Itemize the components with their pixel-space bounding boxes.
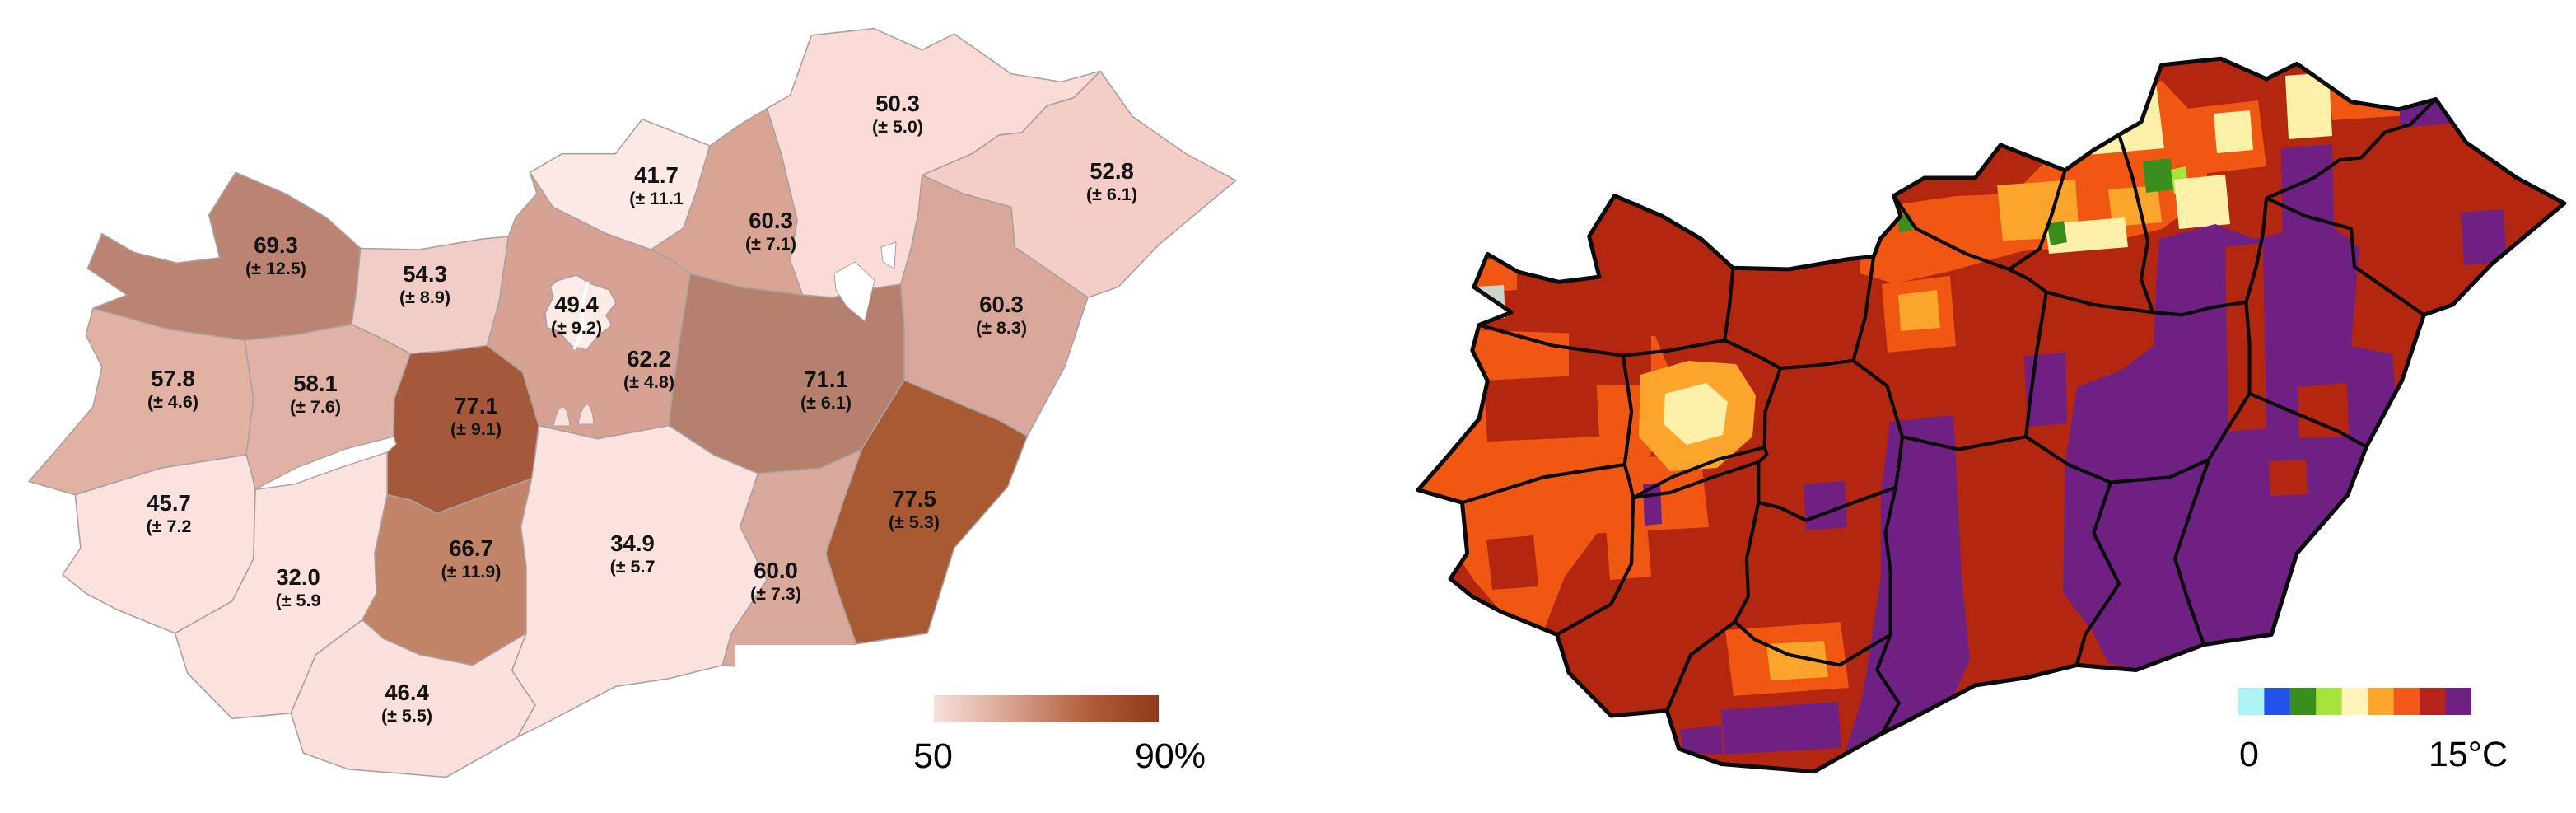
svg-text:(± 5.3): (± 5.3) — [889, 512, 940, 532]
svg-text:(± 9.2): (± 9.2) — [551, 318, 602, 338]
svg-text:(± 12.5): (± 12.5) — [245, 259, 306, 278]
svg-text:(± 9.1): (± 9.1) — [450, 419, 502, 439]
svg-text:69.3: 69.3 — [254, 232, 298, 258]
svg-text:54.3: 54.3 — [403, 261, 447, 287]
svg-text:50.3: 50.3 — [875, 91, 920, 116]
svg-text:57.8: 57.8 — [151, 366, 195, 391]
svg-text:77.5: 77.5 — [892, 486, 936, 512]
svg-text:90%: 90% — [1135, 736, 1206, 776]
svg-text:(± 7.3): (± 7.3) — [750, 584, 801, 604]
svg-text:49.4: 49.4 — [554, 292, 599, 317]
svg-text:(± 6.1): (± 6.1) — [1086, 185, 1137, 204]
svg-text:(± 5.0): (± 5.0) — [872, 117, 923, 137]
svg-text:41.7: 41.7 — [634, 162, 679, 188]
svg-text:(± 5.9: (± 5.9 — [276, 591, 321, 610]
svg-text:(± 8.9): (± 8.9) — [399, 287, 450, 307]
svg-text:45.7: 45.7 — [147, 490, 191, 516]
svg-text:(± 7.1): (± 7.1) — [745, 234, 796, 254]
svg-text:(± 6.1): (± 6.1) — [800, 393, 852, 413]
svg-text:66.7: 66.7 — [449, 535, 493, 561]
svg-text:(± 7.2: (± 7.2 — [147, 516, 192, 536]
svg-text:46.4: 46.4 — [385, 680, 429, 705]
svg-text:(± 5.5): (± 5.5) — [381, 706, 432, 726]
svg-text:15°C: 15°C — [2429, 735, 2508, 774]
svg-text:34.9: 34.9 — [610, 530, 655, 556]
svg-text:32.0: 32.0 — [276, 564, 320, 590]
svg-text:(± 11.9): (± 11.9) — [441, 562, 502, 582]
svg-text:(± 11.1: (± 11.1 — [629, 189, 684, 208]
svg-text:60.3: 60.3 — [979, 292, 1024, 317]
svg-text:60.0: 60.0 — [754, 558, 798, 583]
svg-text:(± 7.6): (± 7.6) — [290, 397, 341, 417]
svg-text:50: 50 — [913, 736, 953, 776]
svg-text:77.1: 77.1 — [454, 393, 498, 418]
svg-text:(± 5.7: (± 5.7 — [610, 557, 656, 577]
svg-text:71.1: 71.1 — [804, 367, 848, 392]
svg-text:(± 4.6): (± 4.6) — [147, 392, 198, 412]
svg-text:58.1: 58.1 — [293, 371, 338, 396]
svg-text:62.2: 62.2 — [627, 346, 671, 371]
svg-text:60.3: 60.3 — [749, 208, 793, 233]
svg-text:(± 8.3): (± 8.3) — [976, 318, 1027, 338]
svg-text:(± 4.8): (± 4.8) — [623, 372, 674, 392]
svg-text:52.8: 52.8 — [1090, 158, 1134, 184]
svg-text:0: 0 — [2239, 735, 2259, 774]
